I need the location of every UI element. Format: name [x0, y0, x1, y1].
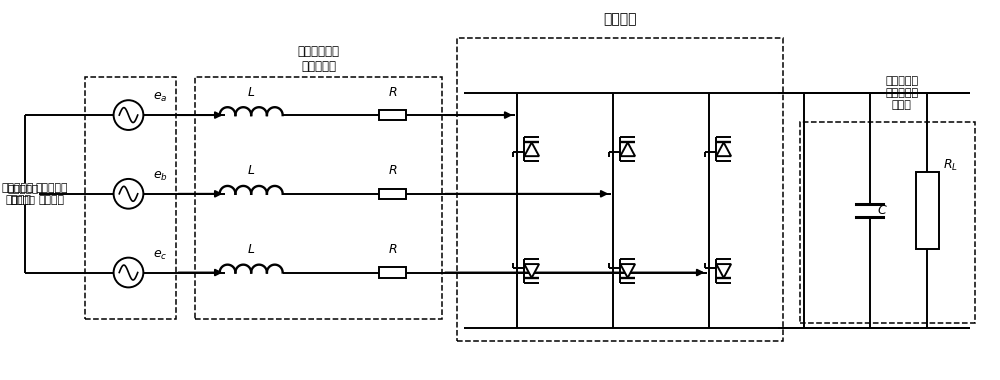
Bar: [379, 267, 406, 278]
Polygon shape: [716, 142, 731, 156]
Text: 整流桥路: 整流桥路: [603, 12, 637, 26]
Bar: [916, 172, 939, 249]
Text: $e_{b}$: $e_{b}$: [153, 170, 168, 183]
Bar: [85, 77, 176, 318]
Bar: [195, 77, 442, 318]
Text: 充电桩输入
三相电源: 充电桩输入 三相电源: [2, 183, 34, 204]
Polygon shape: [620, 264, 635, 278]
Bar: [800, 122, 975, 323]
Polygon shape: [620, 142, 635, 156]
Text: R: R: [388, 165, 397, 177]
Text: R: R: [388, 243, 397, 256]
Text: 充电桩输入
三相电源: 充电桩输入 三相电源: [35, 183, 68, 204]
Text: $e_{a}$: $e_{a}$: [153, 91, 167, 105]
Text: $R_L$: $R_L$: [943, 158, 958, 173]
Polygon shape: [524, 264, 539, 278]
Text: 充电桩整流
器直流侧输
出电压: 充电桩整流 器直流侧输 出电压: [885, 76, 918, 109]
Bar: [379, 110, 406, 120]
Text: L: L: [248, 243, 255, 256]
Polygon shape: [524, 142, 539, 156]
Text: R: R: [388, 86, 397, 99]
Text: L: L: [248, 165, 255, 177]
Text: 充电桩输入
三相电源: 充电桩输入 三相电源: [7, 183, 39, 204]
Bar: [379, 188, 406, 199]
Bar: [457, 38, 783, 341]
Polygon shape: [716, 264, 731, 278]
Text: C: C: [877, 204, 886, 217]
Text: L: L: [248, 86, 255, 99]
Text: $e_{c}$: $e_{c}$: [153, 249, 167, 262]
Text: 输入线路等效
电感和电阻: 输入线路等效 电感和电阻: [298, 45, 340, 73]
